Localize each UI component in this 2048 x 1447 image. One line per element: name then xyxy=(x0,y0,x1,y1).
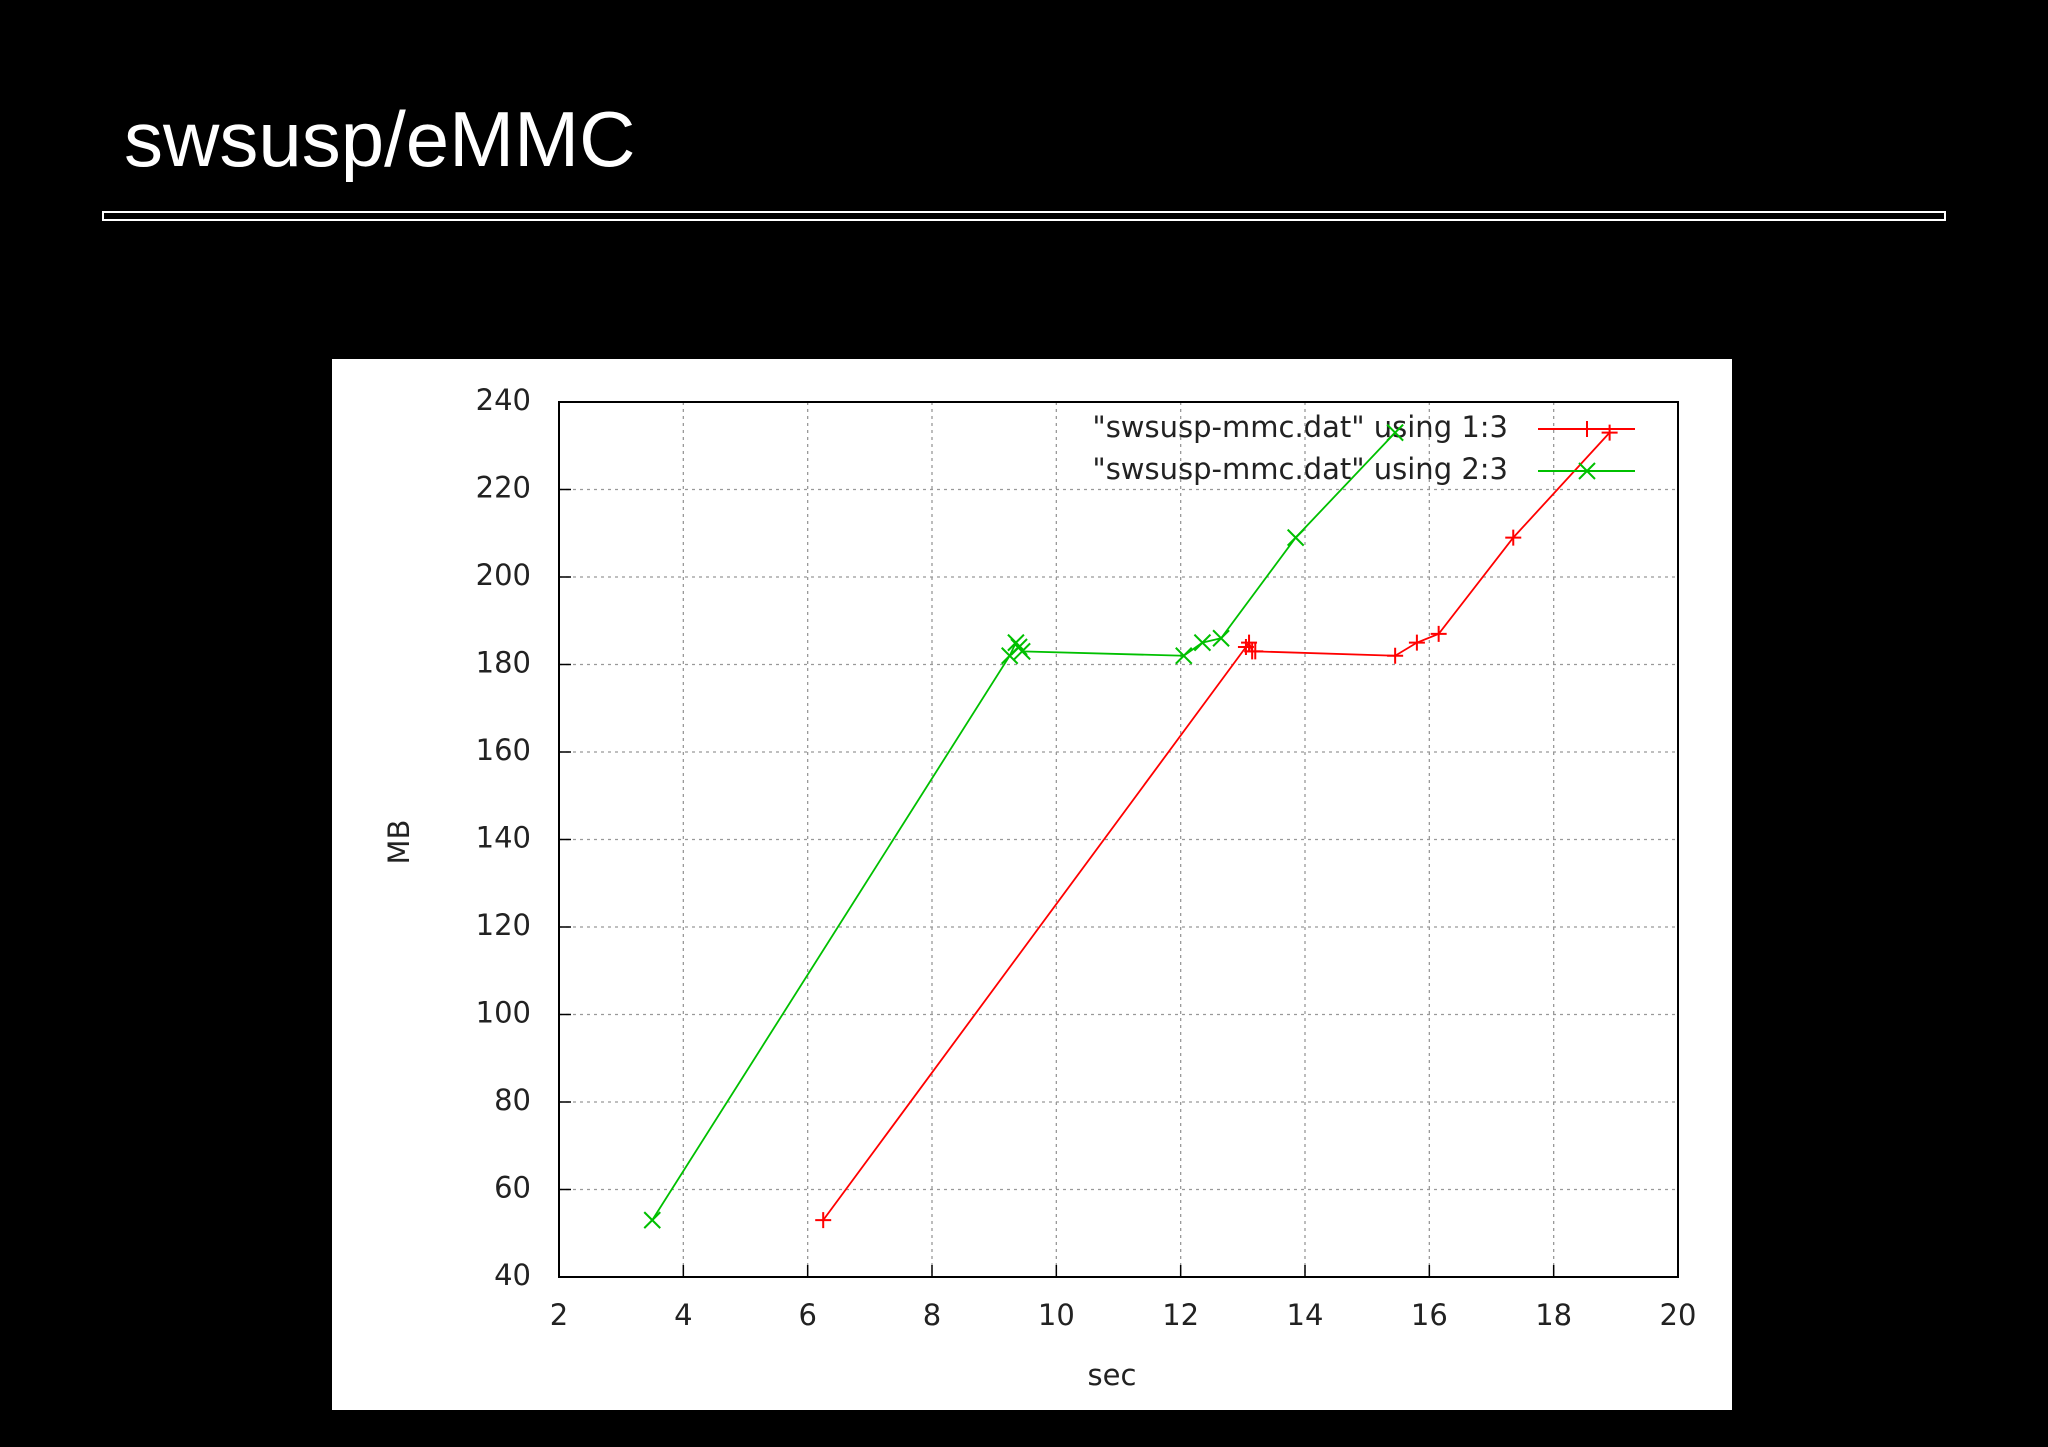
legend-label: "swsusp-mmc.dat" using 1:3 xyxy=(1092,410,1508,444)
x-tick-label: 14 xyxy=(1287,1298,1324,1332)
y-tick-label: 80 xyxy=(494,1083,531,1117)
data-point xyxy=(1430,625,1447,642)
data-point xyxy=(1601,424,1618,441)
x-tick-label: 16 xyxy=(1411,1298,1448,1332)
data-point xyxy=(643,1211,661,1229)
x-tick-label: 10 xyxy=(1038,1298,1075,1332)
x-tick-label: 2 xyxy=(550,1298,568,1332)
data-point xyxy=(1408,634,1425,651)
y-axis-label: MB xyxy=(382,820,416,865)
y-tick-label: 120 xyxy=(476,908,531,942)
y-tick-label: 180 xyxy=(476,646,531,680)
y-tick-label: 60 xyxy=(494,1171,531,1205)
data-point xyxy=(815,1212,832,1229)
x-tick-label: 4 xyxy=(674,1298,692,1332)
data-point xyxy=(1241,634,1258,651)
data-point xyxy=(1247,643,1264,660)
x-tick-label: 18 xyxy=(1535,1298,1572,1332)
legend-marker xyxy=(1578,462,1596,480)
data-point xyxy=(1505,529,1522,546)
y-tick-label: 160 xyxy=(476,733,531,767)
slide-title: swsusp/eMMC xyxy=(124,95,636,183)
data-point xyxy=(1212,629,1230,647)
data-point xyxy=(1175,647,1193,665)
title-rule xyxy=(102,211,1946,221)
x-tick-label: 6 xyxy=(798,1298,816,1332)
data-line xyxy=(651,432,1396,1221)
x-tick-label: 12 xyxy=(1162,1298,1199,1332)
x-axis-label: sec xyxy=(1088,1358,1137,1392)
y-tick-label: 220 xyxy=(476,471,531,505)
legend-label: "swsusp-mmc.dat" using 2:3 xyxy=(1092,452,1508,486)
data-point xyxy=(1387,647,1404,664)
data-point xyxy=(1013,642,1031,661)
y-tick-label: 40 xyxy=(494,1258,531,1292)
y-tick-label: 240 xyxy=(476,383,531,417)
y-tick-label: 100 xyxy=(476,996,531,1030)
y-tick-label: 200 xyxy=(476,558,531,592)
data-point xyxy=(1386,423,1404,442)
y-tick-label: 140 xyxy=(476,821,531,855)
x-tick-label: 8 xyxy=(923,1298,941,1332)
chart-background xyxy=(332,359,1732,1410)
plot-frame xyxy=(558,401,1679,1278)
data-point xyxy=(1286,528,1305,547)
data-point xyxy=(1193,633,1212,652)
data-line xyxy=(822,432,1611,1221)
x-tick-label: 20 xyxy=(1660,1298,1697,1332)
legend-marker xyxy=(1579,421,1595,437)
